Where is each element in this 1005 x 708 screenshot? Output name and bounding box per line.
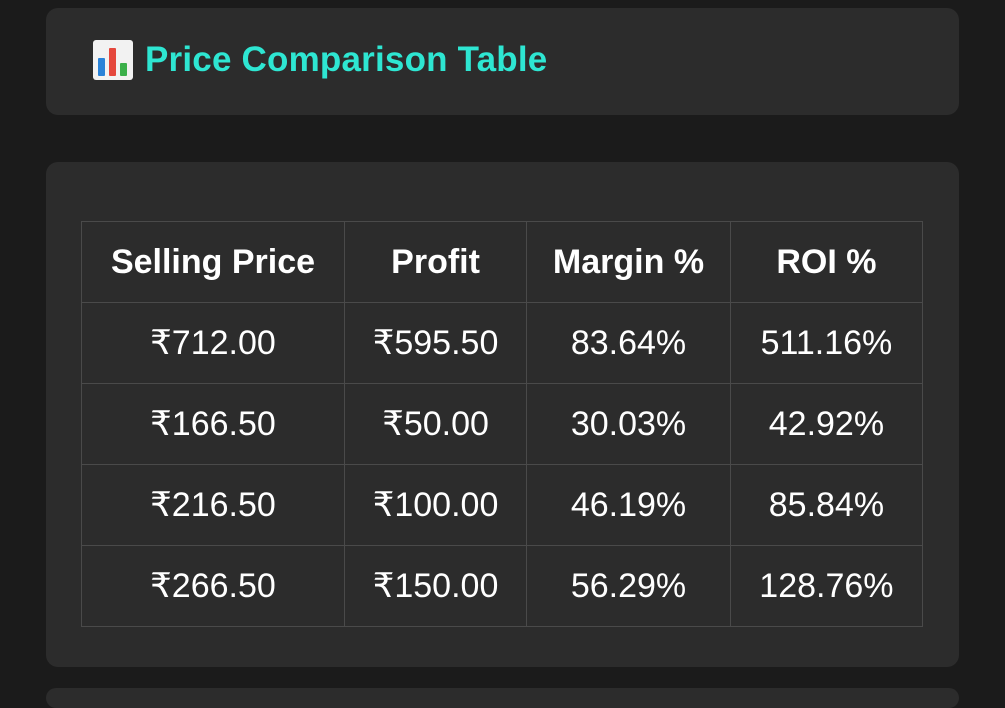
cell-margin: 56.29% xyxy=(526,545,731,627)
cell-margin: 30.03% xyxy=(526,383,731,465)
bar-chart-icon xyxy=(93,40,133,80)
cell-selling-price: ₹712.00 xyxy=(81,302,345,384)
cell-roi: 85.84% xyxy=(729,464,924,546)
cell-profit: ₹150.00 xyxy=(343,545,528,627)
price-comparison-table: Selling Price Profit Margin % ROI % ₹712… xyxy=(81,221,924,627)
column-header-margin: Margin % xyxy=(526,221,731,303)
column-header-roi: ROI % xyxy=(729,221,924,303)
table-row: ₹166.50 ₹50.00 30.03% 42.92% xyxy=(81,383,924,465)
cell-margin: 46.19% xyxy=(526,464,731,546)
column-header-profit: Profit xyxy=(343,221,528,303)
cell-profit: ₹100.00 xyxy=(343,464,528,546)
cell-roi: 511.16% xyxy=(729,302,924,384)
page-title: Price Comparison Table xyxy=(93,40,547,80)
cell-selling-price: ₹266.50 xyxy=(81,545,345,627)
next-card-edge xyxy=(46,688,959,708)
cell-roi: 128.76% xyxy=(729,545,924,627)
table-row: ₹266.50 ₹150.00 56.29% 128.76% xyxy=(81,545,924,627)
page-title-text: Price Comparison Table xyxy=(145,40,548,79)
cell-profit: ₹50.00 xyxy=(343,383,528,465)
table-row: ₹712.00 ₹595.50 83.64% 511.16% xyxy=(81,302,924,384)
table-row: ₹216.50 ₹100.00 46.19% 85.84% xyxy=(81,464,924,546)
header-card: Price Comparison Table xyxy=(46,8,959,115)
table-header-row: Selling Price Profit Margin % ROI % xyxy=(81,221,924,303)
column-header-selling-price: Selling Price xyxy=(81,221,345,303)
cell-selling-price: ₹166.50 xyxy=(81,383,345,465)
cell-profit: ₹595.50 xyxy=(343,302,528,384)
cell-selling-price: ₹216.50 xyxy=(81,464,345,546)
cell-roi: 42.92% xyxy=(729,383,924,465)
cell-margin: 83.64% xyxy=(526,302,731,384)
table-card: Selling Price Profit Margin % ROI % ₹712… xyxy=(46,162,959,667)
